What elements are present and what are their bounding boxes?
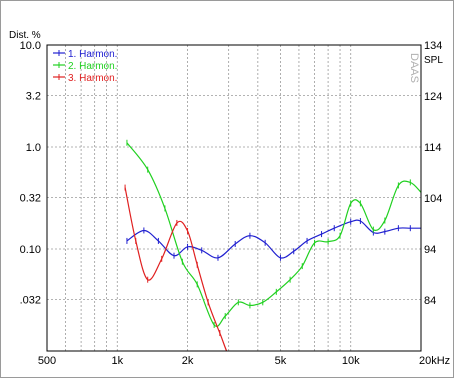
- y-right-tick-label: 134: [424, 40, 442, 52]
- y-right-tick-label: 84: [424, 295, 436, 307]
- y-left-tick-label: .032: [20, 294, 41, 306]
- y-right-tick-label: 114: [424, 142, 442, 154]
- series-group-3: [124, 184, 228, 351]
- x-tick-label: 20kHz: [419, 355, 450, 367]
- plot-border: [46, 44, 422, 352]
- y-right-axis-label: SPL: [424, 55, 443, 66]
- legend-label: 1. Harmon.: [68, 49, 117, 60]
- legend-label: 3. Harmon.: [68, 73, 117, 84]
- series-group-1: [126, 218, 421, 261]
- x-tick-label: 10k: [342, 355, 360, 367]
- plot-background: [47, 45, 421, 351]
- y-right-tick-label: 124: [424, 91, 442, 103]
- legend-label: 2. Harmon.: [68, 61, 117, 72]
- y-left-tick-label: 0.32: [20, 192, 41, 204]
- y-right-tick-label: 104: [424, 193, 442, 205]
- y-left-axis-label: Dist. %: [9, 30, 41, 41]
- y-left-tick-label: 3.2: [26, 90, 41, 102]
- y-left-tick-label: 10.0: [20, 40, 41, 52]
- y-right-tick-label: 94: [424, 244, 436, 256]
- x-tick-label: 500: [38, 355, 56, 367]
- x-tick-label: 5k: [275, 355, 287, 367]
- y-left-tick-label: 1.0: [26, 142, 41, 154]
- watermark-text: DAAS: [408, 53, 420, 83]
- series-line: [126, 219, 421, 259]
- x-tick-label: 1k: [111, 355, 123, 367]
- series-group-2: [126, 139, 421, 328]
- x-tick-label: 2k: [182, 355, 194, 367]
- y-left-tick-label: 0.10: [20, 244, 41, 256]
